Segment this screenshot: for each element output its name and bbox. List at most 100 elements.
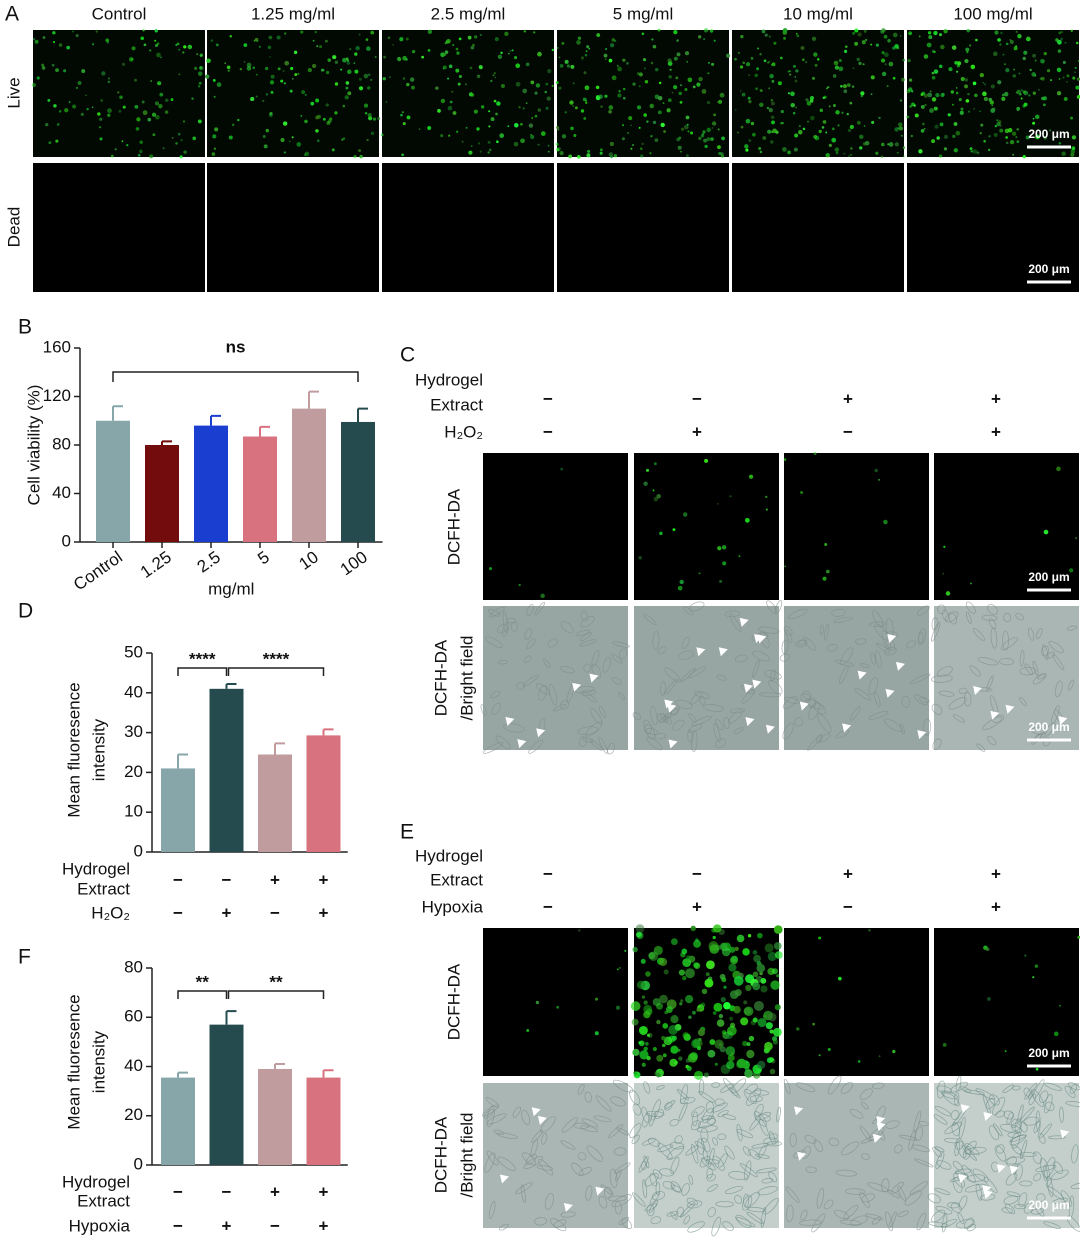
cell-dot (678, 969, 685, 976)
cell-dot (679, 1002, 683, 1006)
cell-dot (455, 47, 459, 51)
cell-dot (838, 58, 842, 62)
cell-dot (643, 113, 647, 117)
cell-dot (852, 67, 855, 70)
cell-shape (881, 1178, 890, 1193)
cell-dot (729, 495, 732, 498)
cell-dot (687, 130, 690, 133)
cell-dot (1056, 91, 1062, 96)
cell-dot (622, 58, 626, 62)
cell-dot (561, 134, 567, 139)
cell-dot (863, 29, 867, 33)
cell-dot (1032, 121, 1036, 125)
cell-dot (635, 924, 645, 934)
cell-shape (972, 1168, 989, 1183)
cell-dot (560, 467, 564, 471)
cell-dot (771, 130, 774, 134)
cell-dot (649, 152, 652, 155)
cell-dot (761, 29, 766, 34)
cell-dot (832, 104, 836, 107)
cell-dot (569, 100, 574, 105)
cell-shape (575, 629, 591, 637)
cell-dot (500, 51, 503, 55)
cell-dot (933, 106, 938, 111)
cell-shape (950, 1110, 960, 1121)
y-tick-label: 10 (124, 802, 143, 821)
cell-dot (176, 42, 180, 46)
cell-shape (720, 1083, 734, 1093)
cell-shape (651, 1191, 666, 1201)
cell-dot (726, 1060, 735, 1070)
cell-shape (752, 659, 760, 678)
cell-shape (662, 1181, 675, 1190)
cell-shape (729, 708, 746, 714)
cell-dot (734, 946, 739, 952)
cell-dot (294, 73, 298, 76)
cell-shape (927, 1193, 941, 1204)
cell-shape (712, 1137, 719, 1146)
cell-dot (555, 81, 559, 85)
cell-dot (1070, 149, 1076, 154)
cell-dot (685, 955, 692, 961)
condition-name: H₂O₂ (444, 422, 483, 441)
cell-dot (586, 45, 590, 49)
cell-dot (276, 35, 281, 40)
cell-shape (1019, 1106, 1035, 1123)
cell-dot (227, 69, 230, 72)
cell-dot (643, 481, 648, 486)
cell-dot (865, 38, 868, 42)
cell-dot (769, 1029, 774, 1034)
cell-dot (1032, 117, 1035, 120)
cell-dot (753, 954, 761, 963)
cell-dot (255, 73, 258, 76)
column-header: 5 mg/ml (613, 4, 673, 23)
cell-dot (327, 58, 332, 62)
cell-dot (768, 87, 771, 90)
cell-shape (755, 1153, 770, 1159)
cell-shape (964, 1146, 987, 1155)
cell-shape (715, 738, 726, 749)
cell-shape (524, 628, 533, 640)
cell-dot (633, 1071, 637, 1075)
cell-shape (868, 677, 878, 696)
cell-dot (661, 1035, 666, 1041)
cell-dot (312, 39, 315, 42)
x-tick-label: Control (70, 547, 126, 594)
cell-dot (939, 64, 943, 69)
bar (258, 1068, 292, 1165)
cell-shape (611, 1194, 632, 1208)
cell-shape (675, 699, 693, 710)
cell-shape (582, 737, 594, 743)
cell-dot (596, 33, 601, 37)
scale-bar-label: 200 μm (1028, 720, 1069, 734)
cell-shape (559, 699, 570, 710)
cell-dot (537, 51, 542, 57)
cell-dot (494, 76, 497, 79)
row-label: Live (4, 77, 23, 108)
cell-dot (642, 58, 647, 62)
cell-dot (780, 121, 783, 125)
micrograph (482, 1079, 634, 1232)
cell-shape (1028, 627, 1035, 641)
cell-dot (600, 105, 603, 108)
cell-shape (758, 692, 782, 698)
cell-shape (586, 1145, 604, 1162)
arrow (872, 1134, 882, 1144)
cell-dot (711, 126, 714, 129)
cell-dot (42, 36, 46, 39)
cell-dot (535, 83, 541, 88)
arrow (982, 1185, 992, 1195)
image-bg (483, 928, 628, 1076)
cell-dot (628, 116, 633, 121)
cell-dot (570, 126, 574, 131)
cell-shape (916, 605, 930, 616)
cell-dot (671, 1035, 677, 1041)
cell-shape (618, 648, 628, 660)
cell-dot (583, 71, 587, 75)
cell-shape (728, 1171, 749, 1180)
cell-dot (1005, 67, 1010, 73)
arrow (757, 634, 767, 644)
cell-dot (643, 1046, 648, 1052)
condition-sign: − (270, 903, 280, 922)
cell-shape (987, 604, 998, 615)
